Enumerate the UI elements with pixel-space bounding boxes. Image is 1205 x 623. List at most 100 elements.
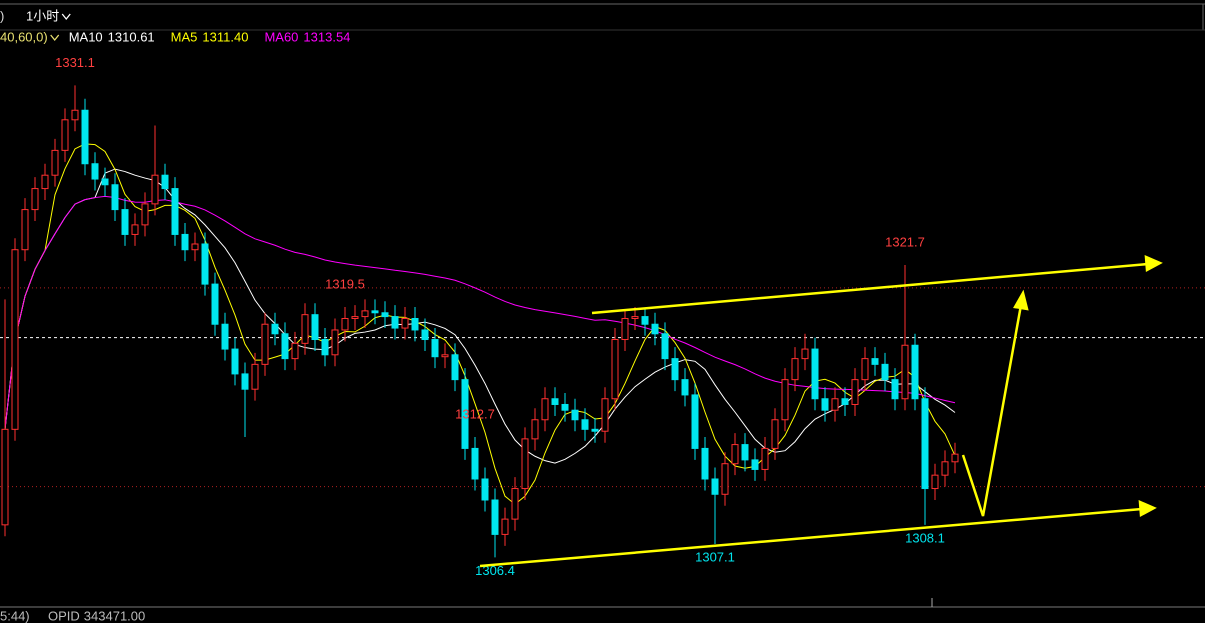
candle-body	[121, 209, 129, 235]
candle-body	[871, 358, 879, 365]
candle-body	[1, 428, 9, 526]
candle-body	[491, 499, 499, 535]
lower-trendline	[479, 507, 1143, 568]
arrowhead	[1013, 289, 1029, 311]
candle-body	[941, 461, 949, 476]
candle-body	[881, 363, 889, 381]
candle-body	[481, 478, 489, 501]
candle-body	[691, 394, 699, 449]
candle-body	[271, 323, 279, 335]
candle-body	[751, 459, 759, 470]
candle-body	[311, 314, 319, 341]
candle-body	[861, 358, 869, 381]
indicator-name: MA5	[171, 29, 198, 44]
candle-body	[921, 398, 929, 490]
candle-body	[241, 373, 249, 390]
price-annotation: 1307.1	[695, 549, 735, 564]
candle-body	[661, 333, 669, 360]
candle-body	[611, 339, 619, 400]
footer-value: 343471.00	[84, 608, 145, 623]
candle-body	[471, 447, 479, 480]
price-annotation: 1319.5	[325, 276, 365, 291]
footer-label: OPID	[48, 608, 80, 623]
candle-body	[501, 518, 509, 535]
candle-body	[561, 403, 569, 411]
candle-body	[731, 444, 739, 465]
trend-drawings	[479, 255, 1163, 568]
forecast-path	[961, 304, 1023, 517]
candle-body	[551, 398, 559, 405]
candle-body	[431, 339, 439, 358]
candle-body	[91, 163, 99, 180]
candle-body	[581, 419, 589, 430]
candle-body	[291, 342, 299, 360]
price-annotation: 1308.1	[905, 530, 945, 545]
candle-body	[51, 149, 59, 176]
candle-body	[531, 419, 539, 440]
candle-body	[341, 318, 349, 331]
candle-body	[181, 233, 189, 251]
candle-body	[631, 316, 639, 320]
candle-body	[351, 316, 359, 320]
candle-body	[81, 109, 89, 165]
candle-body	[521, 438, 529, 490]
upper-trendline	[591, 262, 1149, 315]
candle-body	[541, 398, 549, 421]
candle-body	[821, 398, 829, 411]
candle-body	[601, 398, 609, 432]
candle-body	[31, 188, 39, 211]
indicator-value: 1310.61	[108, 29, 155, 44]
candle-body	[951, 453, 959, 463]
candle-body	[21, 209, 29, 251]
price-annotation: 1331.1	[55, 55, 95, 70]
candle-body	[651, 323, 659, 335]
candle-body	[201, 243, 209, 285]
candle-body	[211, 283, 219, 325]
candle-body	[161, 174, 169, 190]
candle-body	[781, 379, 789, 421]
candle-body	[771, 419, 779, 449]
period-select[interactable]: 1小时	[26, 8, 59, 23]
indicator-value: 1313.54	[303, 29, 350, 44]
candle-body	[801, 348, 809, 360]
candle-body	[671, 358, 679, 381]
indicator-value: 1311.40	[202, 29, 248, 44]
price-annotation: 1321.7	[885, 234, 925, 249]
candle-body	[701, 447, 709, 480]
candle-body	[791, 358, 799, 381]
candle-body	[421, 329, 429, 341]
candle-body	[331, 329, 339, 356]
candle-body	[451, 354, 459, 381]
candle-body	[641, 316, 649, 325]
candle-body	[71, 109, 79, 121]
candle-body	[831, 398, 839, 411]
candle-body	[151, 174, 159, 205]
toolbar-left: )	[0, 8, 4, 23]
candle-body	[401, 318, 409, 329]
candle-body	[221, 323, 229, 350]
indicator-name: MA60	[264, 29, 298, 44]
indicator-params: 40,60,0)	[0, 29, 48, 44]
arrowhead	[1138, 500, 1157, 518]
candle-body	[901, 344, 909, 400]
candle-body	[191, 243, 199, 251]
candle-body	[281, 333, 289, 360]
plot: 1331.11312.71306.41319.51307.11321.71308…	[0, 55, 1205, 578]
candle-body	[891, 379, 899, 400]
candle-body	[141, 203, 149, 226]
candle-body	[361, 310, 369, 318]
candle-body	[231, 348, 239, 375]
arrowhead	[1144, 255, 1163, 273]
candle-body	[321, 339, 329, 356]
candle-body	[381, 312, 389, 318]
candle-body	[371, 310, 379, 314]
dropdown-chevron[interactable]	[61, 13, 71, 21]
candle-body	[761, 447, 769, 470]
candle-body	[721, 463, 729, 495]
price-annotation: 1312.7	[455, 406, 495, 421]
candle-body	[591, 428, 599, 432]
moving-average-line	[4, 143, 956, 505]
moving-average-line	[4, 195, 956, 430]
